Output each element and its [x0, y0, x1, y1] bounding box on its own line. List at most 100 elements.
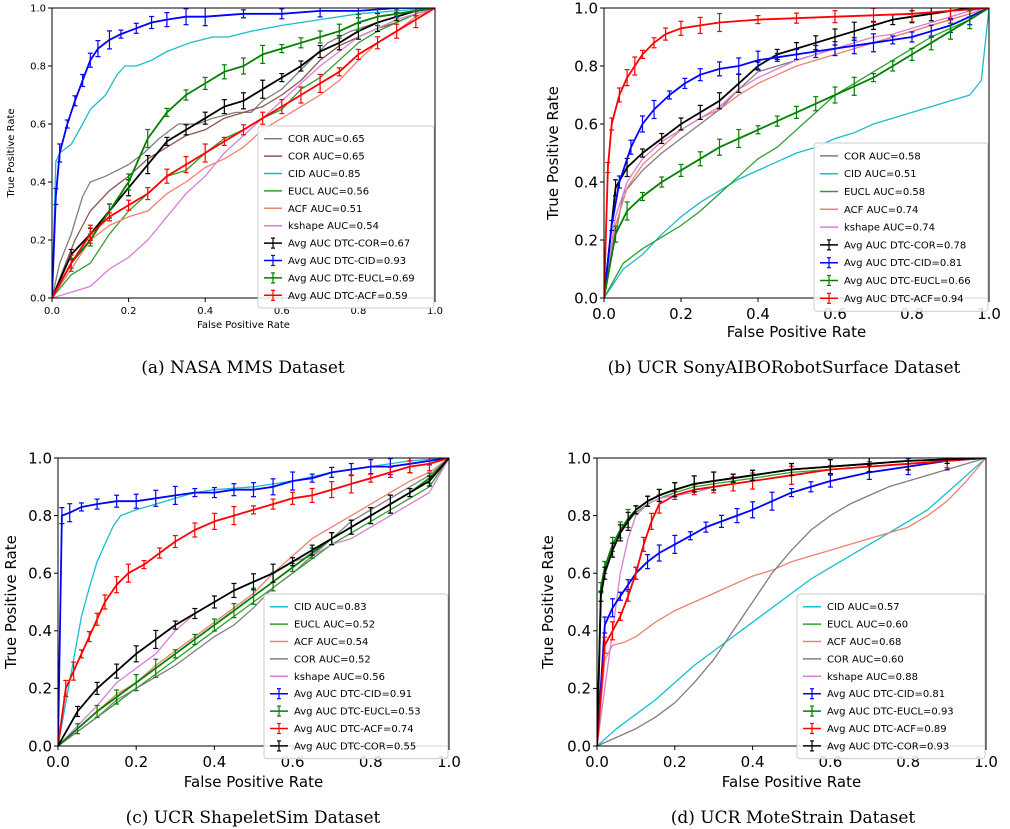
legend-label: Avg AUC DTC-ACF=0.74 — [294, 724, 414, 735]
panel-caption: (b) UCR SonyAIBORobotSurface Dataset — [608, 358, 961, 378]
legend-item: ACF AUC=0.68 — [803, 637, 901, 648]
y-tick-label: 0.6 — [30, 120, 46, 131]
legend: CID AUC=0.57 EUCL AUC=0.60 ACF AUC=0.68 COR… — [796, 593, 986, 760]
series-line — [52, 8, 435, 298]
series-4 — [58, 458, 449, 746]
y-tick-label: 0.0 — [30, 294, 46, 305]
y-tick-label: 0.0 — [28, 737, 52, 755]
legend-item: CID AUC=0.83 — [270, 602, 367, 613]
series-4 — [604, 8, 989, 298]
legend-label: Avg AUC DTC-CID=0.93 — [288, 256, 406, 267]
y-tick-label: 0.4 — [574, 173, 598, 191]
y-tick-label: 0.6 — [574, 115, 598, 133]
y-tick-label: 0.8 — [30, 62, 46, 73]
legend-label: Avg AUC DTC-EUCL=0.69 — [288, 273, 415, 284]
y-tick-label: 1.0 — [574, 0, 598, 17]
y-tick-label: 0.2 — [574, 231, 598, 249]
legend-item: Avg AUC DTC-CID=0.81 — [803, 688, 945, 700]
legend-item: ACF AUC=0.51 — [264, 204, 362, 215]
legend: COR AUC=0.65 COR AUC=0.65 CID AUC=0.85 EUCL… — [257, 125, 435, 309]
legend-label: Avg AUC DTC-COR=0.78 — [844, 240, 966, 251]
y-tick-label: 0.4 — [567, 622, 591, 640]
y-tick-label: 0.6 — [28, 564, 52, 582]
legend-label: COR AUC=0.58 — [844, 151, 921, 162]
legend-item: EUCL AUC=0.52 — [270, 620, 375, 631]
y-tick-label: 0.0 — [567, 737, 591, 755]
chart-panel-1: 0.0 0.2 0.4 0.6 0.8 1.0 0.0 0.2 0.4 0.6 0.8 1.0 Fals… — [6, 4, 443, 379]
chart-panel-2: 0.0 0.2 0.4 0.6 0.8 1.00.00.20.40.60.81.0Fals… — [544, 0, 1001, 378]
legend-label: Avg AUC DTC-ACF=0.59 — [288, 291, 408, 302]
plot-frame — [57, 457, 450, 747]
legend-item: kshape AUC=0.54 — [264, 221, 379, 232]
x-axis-label: False Positive Rate — [197, 320, 290, 331]
legend-label: Avg AUC DTC-EUCL=0.53 — [294, 707, 421, 718]
legend-item: Avg AUC DTC-COR=0.78 — [820, 239, 966, 251]
legend-label: ACF AUC=0.74 — [844, 205, 918, 216]
y-axis-label: True Positive Rate — [544, 86, 562, 221]
y-tick-label: 0.6 — [567, 564, 591, 582]
legend-item: Avg AUC DTC-ACF=0.74 — [270, 722, 414, 735]
x-tick-label: 0.0 — [592, 305, 616, 323]
legend-item: kshape AUC=0.74 — [820, 223, 935, 234]
y-tick-label: 0.4 — [30, 178, 46, 189]
series-line — [604, 8, 989, 298]
x-tick-label: 1.0 — [427, 306, 443, 317]
legend-label: kshape AUC=0.74 — [844, 223, 935, 234]
legend-item: Avg AUC DTC-ACF=0.89 — [803, 722, 947, 735]
series-10 — [52, 8, 435, 298]
legend-item: EUCL AUC=0.56 — [264, 186, 369, 197]
legend-label: Avg AUC DTC-COR=0.55 — [294, 741, 416, 752]
x-axis-label: False Positive Rate — [184, 773, 323, 791]
legend-item: Avg AUC DTC-COR=0.67 — [264, 237, 410, 250]
y-axis-label: True Positive Rate — [539, 535, 557, 670]
legend-item: Avg AUC DTC-EUCL=0.66 — [820, 274, 971, 287]
panel-caption: (d) UCR MoteStrain Dataset — [671, 808, 916, 828]
legend-label: Avg AUC DTC-ACF=0.94 — [844, 294, 964, 305]
legend-item: COR AUC=0.58 — [820, 151, 921, 162]
x-tick-label: 0.4 — [746, 305, 770, 323]
x-tick-label: 0.0 — [44, 306, 60, 317]
x-tick-label: 0.4 — [741, 753, 765, 771]
y-tick-label: 0.8 — [28, 507, 52, 525]
plot-frame — [51, 7, 436, 299]
series-4 — [597, 458, 986, 746]
series-3 — [597, 458, 986, 746]
series-line — [597, 458, 986, 746]
series-line — [604, 8, 989, 298]
legend-label: EUCL AUC=0.58 — [844, 187, 925, 198]
legend-box — [263, 593, 449, 760]
y-tick-label: 1.0 — [28, 449, 52, 467]
y-tick-label: 1.0 — [30, 4, 46, 15]
series-line — [597, 458, 986, 746]
legend-item: ACF AUC=0.54 — [270, 637, 368, 648]
legend-box — [257, 125, 435, 309]
legend-item: CID AUC=0.57 — [803, 602, 900, 613]
legend-label: EUCL AUC=0.60 — [827, 620, 908, 631]
series-5 — [52, 8, 435, 298]
legend-item: Avg AUC DTC-CID=0.93 — [264, 254, 406, 267]
legend-label: Avg AUC DTC-EUCL=0.66 — [844, 276, 971, 287]
y-tick-label: 0.2 — [30, 236, 46, 247]
series-9 — [597, 458, 986, 746]
legend-item: COR AUC=0.65 — [264, 152, 365, 163]
legend-label: CID AUC=0.83 — [294, 602, 367, 613]
legend-box — [813, 142, 989, 312]
x-tick-label: 0.4 — [202, 753, 226, 771]
x-tick-label: 0.4 — [197, 306, 213, 317]
legend-item: Avg AUC DTC-ACF=0.94 — [820, 292, 964, 305]
x-tick-label: 0.2 — [669, 305, 693, 323]
legend-item: Avg AUC DTC-COR=0.55 — [270, 740, 416, 752]
legend-label: COR AUC=0.52 — [294, 654, 371, 665]
plot-frame — [603, 7, 990, 299]
legend-item: Avg AUC DTC-EUCL=0.53 — [270, 705, 421, 718]
legend-label: kshape AUC=0.54 — [288, 221, 379, 232]
legend-label: CID AUC=0.51 — [844, 169, 917, 180]
series-1 — [597, 458, 986, 746]
y-tick-label: 0.8 — [574, 57, 598, 75]
x-tick-label: 0.2 — [663, 753, 687, 771]
series-line — [597, 458, 986, 746]
series-line — [597, 458, 986, 746]
legend-label: ACF AUC=0.51 — [288, 204, 362, 215]
series-3 — [52, 8, 435, 298]
